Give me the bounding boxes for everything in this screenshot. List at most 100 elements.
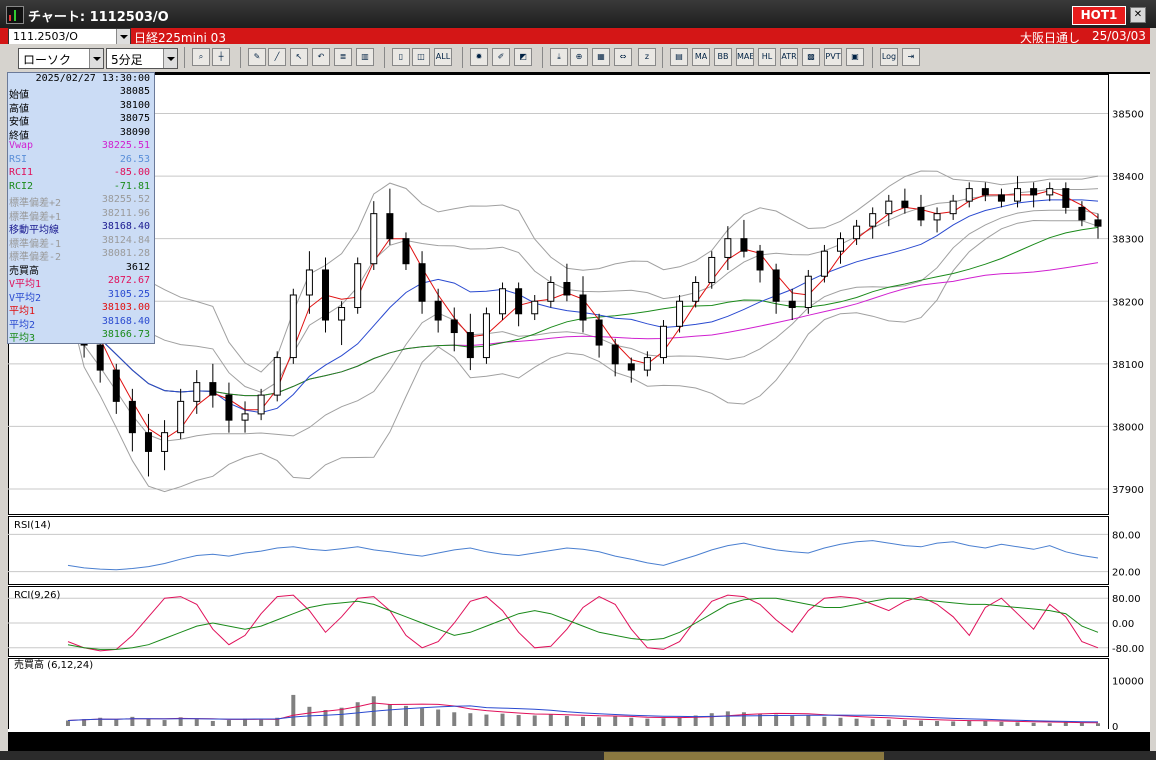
candle	[643, 357, 651, 371]
candle	[917, 206, 925, 221]
info-row: 始値 38085	[9, 86, 150, 101]
volume-bar	[210, 720, 215, 726]
info-row: 平均1 38103.00	[9, 302, 150, 317]
crosshair-icon[interactable]: ┼	[212, 48, 230, 66]
volume-bar	[387, 704, 392, 726]
candle2-icon[interactable]: ◫	[412, 48, 430, 66]
line-icon[interactable]: ╱	[268, 48, 286, 66]
toolbar-separator	[184, 47, 185, 68]
pen-icon[interactable]: ✎	[248, 48, 266, 66]
palette-icon[interactable]: ◩	[514, 48, 532, 66]
atr-icon[interactable]: ATR	[780, 48, 798, 66]
candle	[627, 363, 635, 371]
info-row: 標準偏差+2 38255.52	[9, 194, 150, 209]
toolbar-separator	[872, 47, 873, 68]
chart-svg[interactable]: 38500 38400 38300 38200 38100 38000 37900 80.00…	[8, 74, 1150, 747]
all-icon[interactable]: ALL	[434, 48, 452, 66]
ma-icon[interactable]: MA	[692, 48, 710, 66]
volume-panel-label: 売買高 (6,12,24)	[14, 658, 93, 671]
toolbar-separator	[384, 47, 385, 68]
volume-bar	[999, 721, 1004, 726]
zoom2-icon[interactable]: ⊕	[570, 48, 588, 66]
volume-bar	[194, 719, 199, 726]
info-value: -85.00	[113, 167, 150, 178]
volume-bar	[1047, 723, 1052, 726]
volume-bar	[902, 720, 907, 726]
log-icon[interactable]: Log	[880, 48, 898, 66]
candle	[595, 319, 603, 346]
grid-icon[interactable]: ▦	[592, 48, 610, 66]
z-icon[interactable]: z	[638, 48, 656, 66]
candle	[289, 294, 297, 359]
candle	[402, 238, 410, 265]
gear-icon[interactable]: ✹	[470, 48, 488, 66]
chevron-down-icon[interactable]	[116, 29, 130, 44]
left-frame	[0, 72, 8, 751]
volume-bar	[581, 716, 585, 726]
info-label: RCI1	[9, 167, 34, 178]
close-icon[interactable]: ✕	[1130, 7, 1146, 23]
candle	[563, 281, 571, 296]
chart-area[interactable]: 38500 38400 38300 38200 38100 38000 37900 80.00…	[8, 74, 1150, 747]
volume-bar	[677, 717, 682, 726]
volume-bar	[452, 712, 457, 726]
info-row: V平均2 3105.25	[9, 289, 150, 304]
candle	[949, 200, 957, 215]
candle	[676, 300, 684, 327]
rci-tick-label: -80.00	[1112, 644, 1144, 655]
list-icon[interactable]: ≣	[334, 48, 352, 66]
candle	[869, 213, 877, 227]
candle	[209, 382, 217, 396]
info-datetime: 2025/02/27 13:30:00	[35, 73, 150, 84]
chevron-down-icon[interactable]	[163, 49, 177, 68]
info-value: 38255.52	[101, 194, 150, 205]
hot1-button[interactable]: HOT1	[1072, 6, 1126, 25]
undo-icon[interactable]: ↶	[312, 48, 330, 66]
chart-type-select[interactable]: ローソク	[18, 48, 104, 69]
download-icon[interactable]: ⤓	[550, 48, 568, 66]
candle-icon[interactable]: ▯	[392, 48, 410, 66]
candle	[241, 413, 249, 421]
symbol-select[interactable]: 111.2503/O	[8, 28, 131, 45]
pvt-icon[interactable]: PVT	[824, 48, 842, 66]
symbol-name: 日経225mini 03	[134, 31, 226, 45]
bb-icon[interactable]: BB	[714, 48, 732, 66]
export-icon[interactable]: ⇥	[902, 48, 920, 66]
zoom-icon[interactable]: ⌕	[192, 48, 210, 66]
chevron-down-icon[interactable]	[89, 49, 103, 68]
mae-icon[interactable]: MAE	[736, 48, 754, 66]
candle	[659, 325, 667, 359]
info-label: RSI	[9, 153, 28, 165]
grid2-icon[interactable]: ▩	[802, 48, 820, 66]
hl-icon[interactable]: HL	[758, 48, 776, 66]
info-label: Vwap	[9, 140, 34, 151]
frame-icon[interactable]: ▣	[846, 48, 864, 66]
candle	[257, 394, 265, 415]
pointer-icon[interactable]: ↖	[290, 48, 308, 66]
candle	[499, 288, 507, 315]
candle	[386, 213, 394, 240]
bollinger-band-line	[67, 219, 1099, 493]
volume-bar	[226, 720, 231, 726]
table-icon[interactable]: ▤	[670, 48, 688, 66]
candle	[611, 344, 619, 365]
arrows-icon[interactable]: ⇔	[614, 48, 632, 66]
info-label: 安値	[9, 117, 29, 128]
volume-bar	[98, 717, 103, 726]
timeframe-select[interactable]: 5分足	[106, 48, 178, 69]
info-label: 移動平均線	[9, 225, 59, 236]
candle	[225, 394, 233, 421]
volume-bar	[597, 717, 602, 726]
scroll-thumb[interactable]	[604, 752, 884, 760]
panel-frame	[8, 74, 1109, 515]
rsi-tick-label: 20.00	[1112, 568, 1141, 579]
candle	[177, 400, 185, 434]
brush-icon[interactable]: ✐	[492, 48, 510, 66]
candle	[756, 250, 764, 271]
volume-bar	[130, 716, 135, 726]
trash-icon[interactable]: ▥	[356, 48, 374, 66]
info-label: 平均3	[9, 333, 36, 344]
volume-bar	[500, 713, 505, 726]
volume-bar	[918, 720, 923, 726]
toolbar-separator	[542, 47, 543, 68]
